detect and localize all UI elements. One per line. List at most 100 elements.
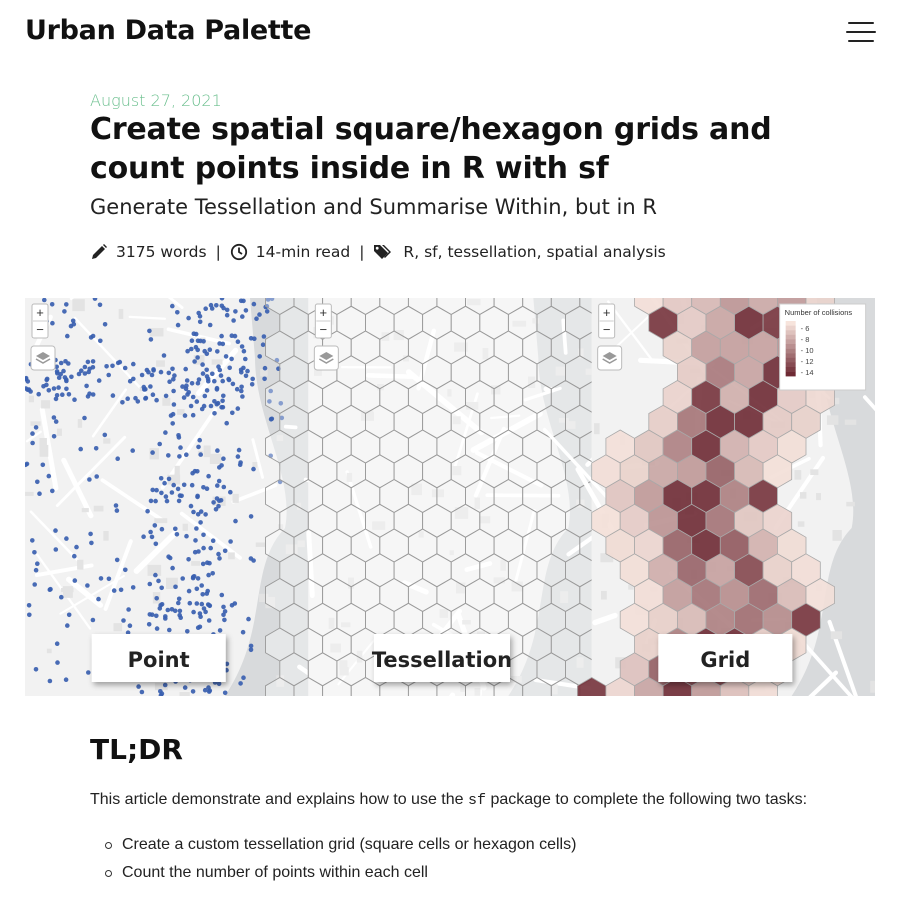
collision-point (127, 623, 133, 628)
map-road (39, 407, 59, 491)
tag-link[interactable]: tessellation (447, 243, 537, 261)
collision-point (145, 508, 150, 514)
collision-point (183, 366, 188, 372)
map-building (362, 410, 374, 419)
map-road (306, 530, 315, 598)
collision-point (169, 490, 175, 495)
collision-point (232, 333, 238, 339)
collision-point (97, 302, 103, 308)
collision-point (216, 681, 222, 687)
collision-point (173, 584, 178, 590)
zoom-in-button[interactable]: + (36, 305, 44, 320)
collision-point (182, 685, 188, 690)
collision-point (184, 452, 189, 457)
collision-point (150, 450, 155, 455)
tag-link[interactable]: sf (424, 243, 438, 261)
collision-point (264, 309, 270, 314)
collision-point (117, 359, 123, 365)
zoom-in-button[interactable]: + (320, 305, 328, 320)
map-building (255, 542, 266, 547)
map-building (265, 596, 276, 609)
collision-point (106, 576, 112, 582)
collision-point (197, 437, 202, 443)
collision-point (85, 583, 90, 588)
collision-point (190, 394, 196, 400)
map-building (565, 421, 576, 429)
collision-point (44, 382, 49, 388)
collision-point (196, 444, 201, 450)
collision-point (32, 550, 37, 555)
collision-point (40, 462, 46, 468)
collision-point (89, 540, 94, 546)
zoom-out-button[interactable]: − (320, 322, 328, 337)
collision-point (207, 322, 213, 328)
collision-point (126, 607, 131, 612)
collision-point (207, 560, 212, 566)
collision-point (35, 479, 40, 485)
collision-point (88, 531, 93, 537)
legend-ramp-step (785, 371, 796, 377)
collision-point (206, 473, 211, 479)
collision-point (135, 399, 141, 404)
map-building (455, 582, 466, 594)
collision-point (182, 413, 188, 418)
task-list: Create a custom tessellation grid (squar… (90, 834, 576, 890)
collision-point (82, 364, 88, 370)
collision-point (222, 548, 228, 554)
collision-point (167, 627, 172, 633)
site-title[interactable]: Urban Data Palette (25, 15, 312, 46)
collision-point (92, 298, 98, 301)
collision-point (210, 538, 216, 543)
collision-point (237, 462, 243, 467)
collision-point (153, 541, 159, 547)
collision-point (58, 360, 64, 366)
collision-point (157, 441, 162, 447)
collision-point (197, 319, 203, 325)
collision-point (154, 613, 159, 619)
collision-point (204, 486, 210, 491)
map-building (103, 530, 109, 541)
collision-point (153, 498, 158, 504)
collision-point (33, 567, 39, 573)
collision-point (154, 397, 159, 403)
collision-point (30, 431, 35, 436)
hamburger-menu-icon[interactable] (846, 22, 876, 44)
map-building (203, 445, 211, 458)
map-road (473, 426, 506, 498)
map-building (799, 492, 807, 499)
collision-point (122, 365, 128, 371)
zoom-out-button[interactable]: − (603, 322, 611, 337)
collision-point (147, 612, 153, 617)
zoom-in-button[interactable]: + (603, 305, 611, 320)
collision-point (169, 607, 175, 612)
collision-point (113, 503, 119, 508)
collision-point (85, 359, 91, 365)
collision-point (110, 363, 115, 369)
collision-point (197, 314, 203, 319)
map-road (61, 457, 94, 519)
map-building (39, 444, 49, 457)
map-road (561, 318, 568, 355)
collision-point (243, 356, 248, 362)
tag-link[interactable]: spatial analysis (546, 243, 666, 261)
legend-ramp-step (785, 321, 796, 326)
tag-link[interactable]: R (403, 243, 415, 261)
collision-point (86, 670, 91, 675)
collision-point (25, 462, 28, 468)
collision-point (195, 338, 201, 344)
collision-point (154, 596, 159, 601)
collision-count-grid (577, 298, 850, 696)
collision-point (205, 588, 210, 594)
collision-point (203, 512, 208, 517)
collision-point (115, 456, 120, 461)
collision-point (215, 349, 220, 354)
map-building (439, 609, 449, 618)
map-building (77, 419, 83, 428)
collision-point (54, 393, 60, 398)
collision-point (224, 420, 229, 426)
collision-point (199, 583, 204, 588)
collision-point (208, 545, 213, 551)
collision-point (118, 587, 124, 593)
map-road (513, 508, 536, 585)
zoom-out-button[interactable]: − (36, 322, 44, 337)
